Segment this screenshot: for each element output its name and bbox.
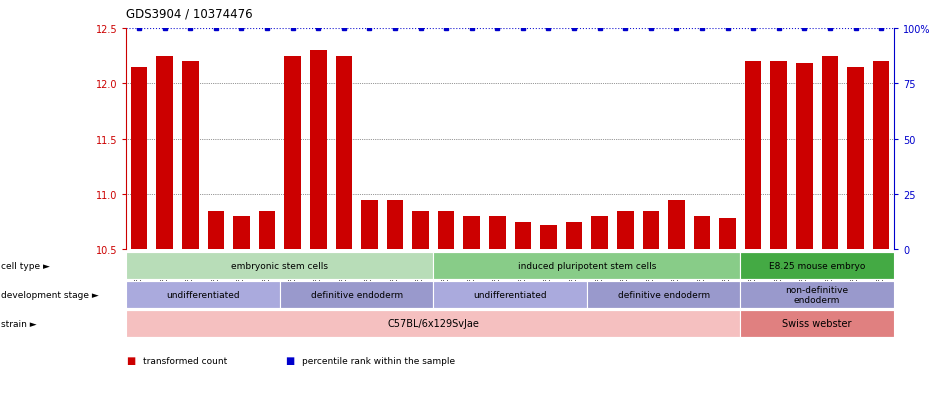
- Text: development stage ►: development stage ►: [1, 290, 98, 299]
- Bar: [822, 57, 839, 250]
- Text: cell type ►: cell type ►: [1, 261, 50, 270]
- Text: undifferentiated: undifferentiated: [474, 290, 547, 299]
- Bar: [719, 219, 736, 250]
- Text: ■: ■: [126, 355, 136, 365]
- Bar: [131, 68, 148, 250]
- Bar: [592, 217, 608, 250]
- Bar: [617, 211, 634, 250]
- Bar: [361, 200, 378, 250]
- Text: strain ►: strain ►: [1, 319, 37, 328]
- Bar: [310, 51, 327, 250]
- Text: induced pluripotent stem cells: induced pluripotent stem cells: [518, 261, 656, 270]
- Text: definitive endoderm: definitive endoderm: [618, 290, 709, 299]
- Text: ■: ■: [285, 355, 295, 365]
- Text: C57BL/6x129SvJae: C57BL/6x129SvJae: [388, 318, 479, 329]
- Bar: [668, 200, 685, 250]
- Bar: [770, 62, 787, 250]
- Bar: [872, 62, 889, 250]
- Text: non-definitive
endoderm: non-definitive endoderm: [785, 285, 849, 304]
- Bar: [489, 217, 505, 250]
- Text: E8.25 mouse embryo: E8.25 mouse embryo: [769, 261, 865, 270]
- Bar: [642, 211, 659, 250]
- Bar: [387, 200, 403, 250]
- Text: undifferentiated: undifferentiated: [167, 290, 240, 299]
- Bar: [258, 211, 275, 250]
- Bar: [156, 57, 173, 250]
- Bar: [540, 225, 557, 250]
- Bar: [438, 211, 455, 250]
- Text: Swiss webster: Swiss webster: [782, 318, 852, 329]
- Bar: [208, 211, 225, 250]
- Bar: [463, 217, 480, 250]
- Text: embryonic stem cells: embryonic stem cells: [231, 261, 329, 270]
- Bar: [233, 217, 250, 250]
- Bar: [335, 57, 352, 250]
- Bar: [745, 62, 762, 250]
- Bar: [285, 57, 301, 250]
- Bar: [565, 222, 582, 250]
- Bar: [412, 211, 429, 250]
- Bar: [847, 68, 864, 250]
- Bar: [515, 222, 532, 250]
- Bar: [182, 62, 198, 250]
- Text: percentile rank within the sample: percentile rank within the sample: [302, 356, 456, 365]
- Text: GDS3904 / 10374476: GDS3904 / 10374476: [126, 8, 253, 21]
- Text: transformed count: transformed count: [143, 356, 227, 365]
- Bar: [694, 217, 710, 250]
- Bar: [796, 64, 812, 250]
- Text: definitive endoderm: definitive endoderm: [311, 290, 402, 299]
